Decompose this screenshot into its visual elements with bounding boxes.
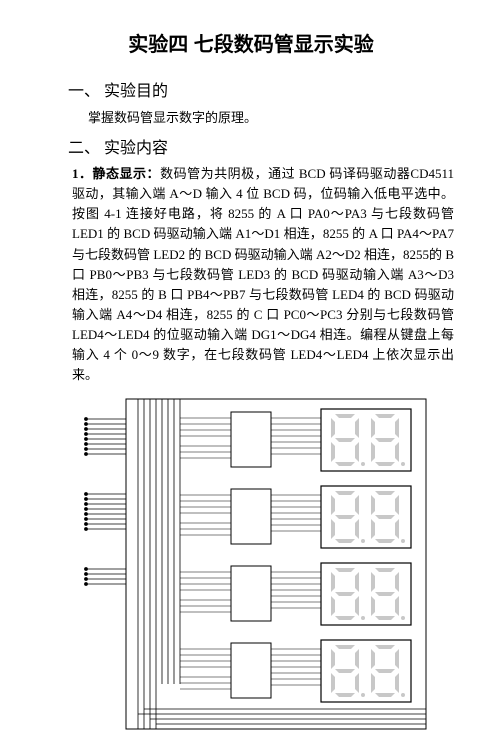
- item-body: 数码管为共阴极，通过 BCD 码译码驱动器CD4511驱动，其输入端 A～D 输…: [72, 166, 454, 382]
- ic-group: [231, 412, 271, 698]
- circuit-diagram: [60, 394, 442, 734]
- section-purpose-text: 掌握数码管显示数字的原理。: [88, 107, 454, 126]
- section-content-heading: 二、 实验内容: [68, 134, 454, 158]
- led-displays: [321, 409, 411, 702]
- item-number: 1．: [72, 166, 93, 181]
- item-label: 静态显示：: [93, 166, 161, 181]
- section-purpose-heading: 一、 实验目的: [68, 77, 454, 101]
- content-paragraph: 1．静态显示：数码管为共阴极，通过 BCD 码译码驱动器CD4511驱动，其输入…: [72, 164, 454, 386]
- doc-title: 实验四 七段数码管显示实验: [48, 28, 454, 57]
